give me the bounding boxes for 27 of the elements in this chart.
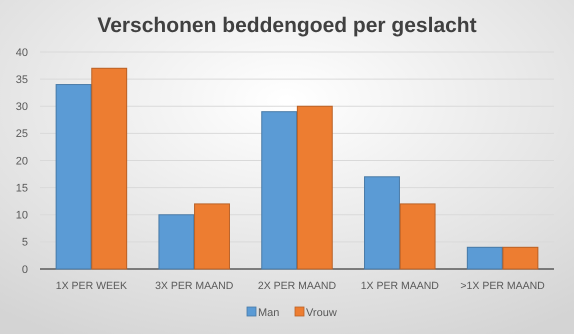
bar [364, 176, 400, 270]
y-tick-label: 35 [16, 74, 28, 86]
y-tick-label: 40 [16, 46, 28, 59]
x-tick-label: >1X PER MAAND [460, 280, 546, 292]
bar [56, 84, 92, 270]
bar [296, 106, 333, 270]
y-tick-label: 20 [16, 155, 28, 168]
bar [466, 246, 503, 270]
bar [400, 203, 436, 270]
y-tick-label: 10 [16, 210, 28, 222]
y-tick-label: 25 [16, 128, 28, 140]
bar [194, 203, 230, 270]
bar [158, 214, 194, 270]
bar [502, 246, 538, 270]
bar [261, 111, 298, 270]
x-tick-label: 2X PER MAAND [258, 280, 337, 292]
legend-label: Man [258, 307, 280, 319]
y-tick-label: 5 [22, 236, 28, 249]
x-tick-label: 1X PER WEEK [56, 280, 127, 292]
bar [91, 68, 128, 270]
y-tick-label: 0 [22, 264, 28, 276]
y-tick-label: 15 [16, 182, 28, 194]
y-tick-label: 30 [16, 101, 28, 114]
x-tick-label: 3X PER MAAND [155, 280, 234, 292]
legend-label: Vrouw [306, 307, 337, 319]
x-tick-label: 1X PER MAAND [360, 280, 440, 292]
chart-title: Verschonen beddengoed per geslacht [97, 14, 477, 37]
